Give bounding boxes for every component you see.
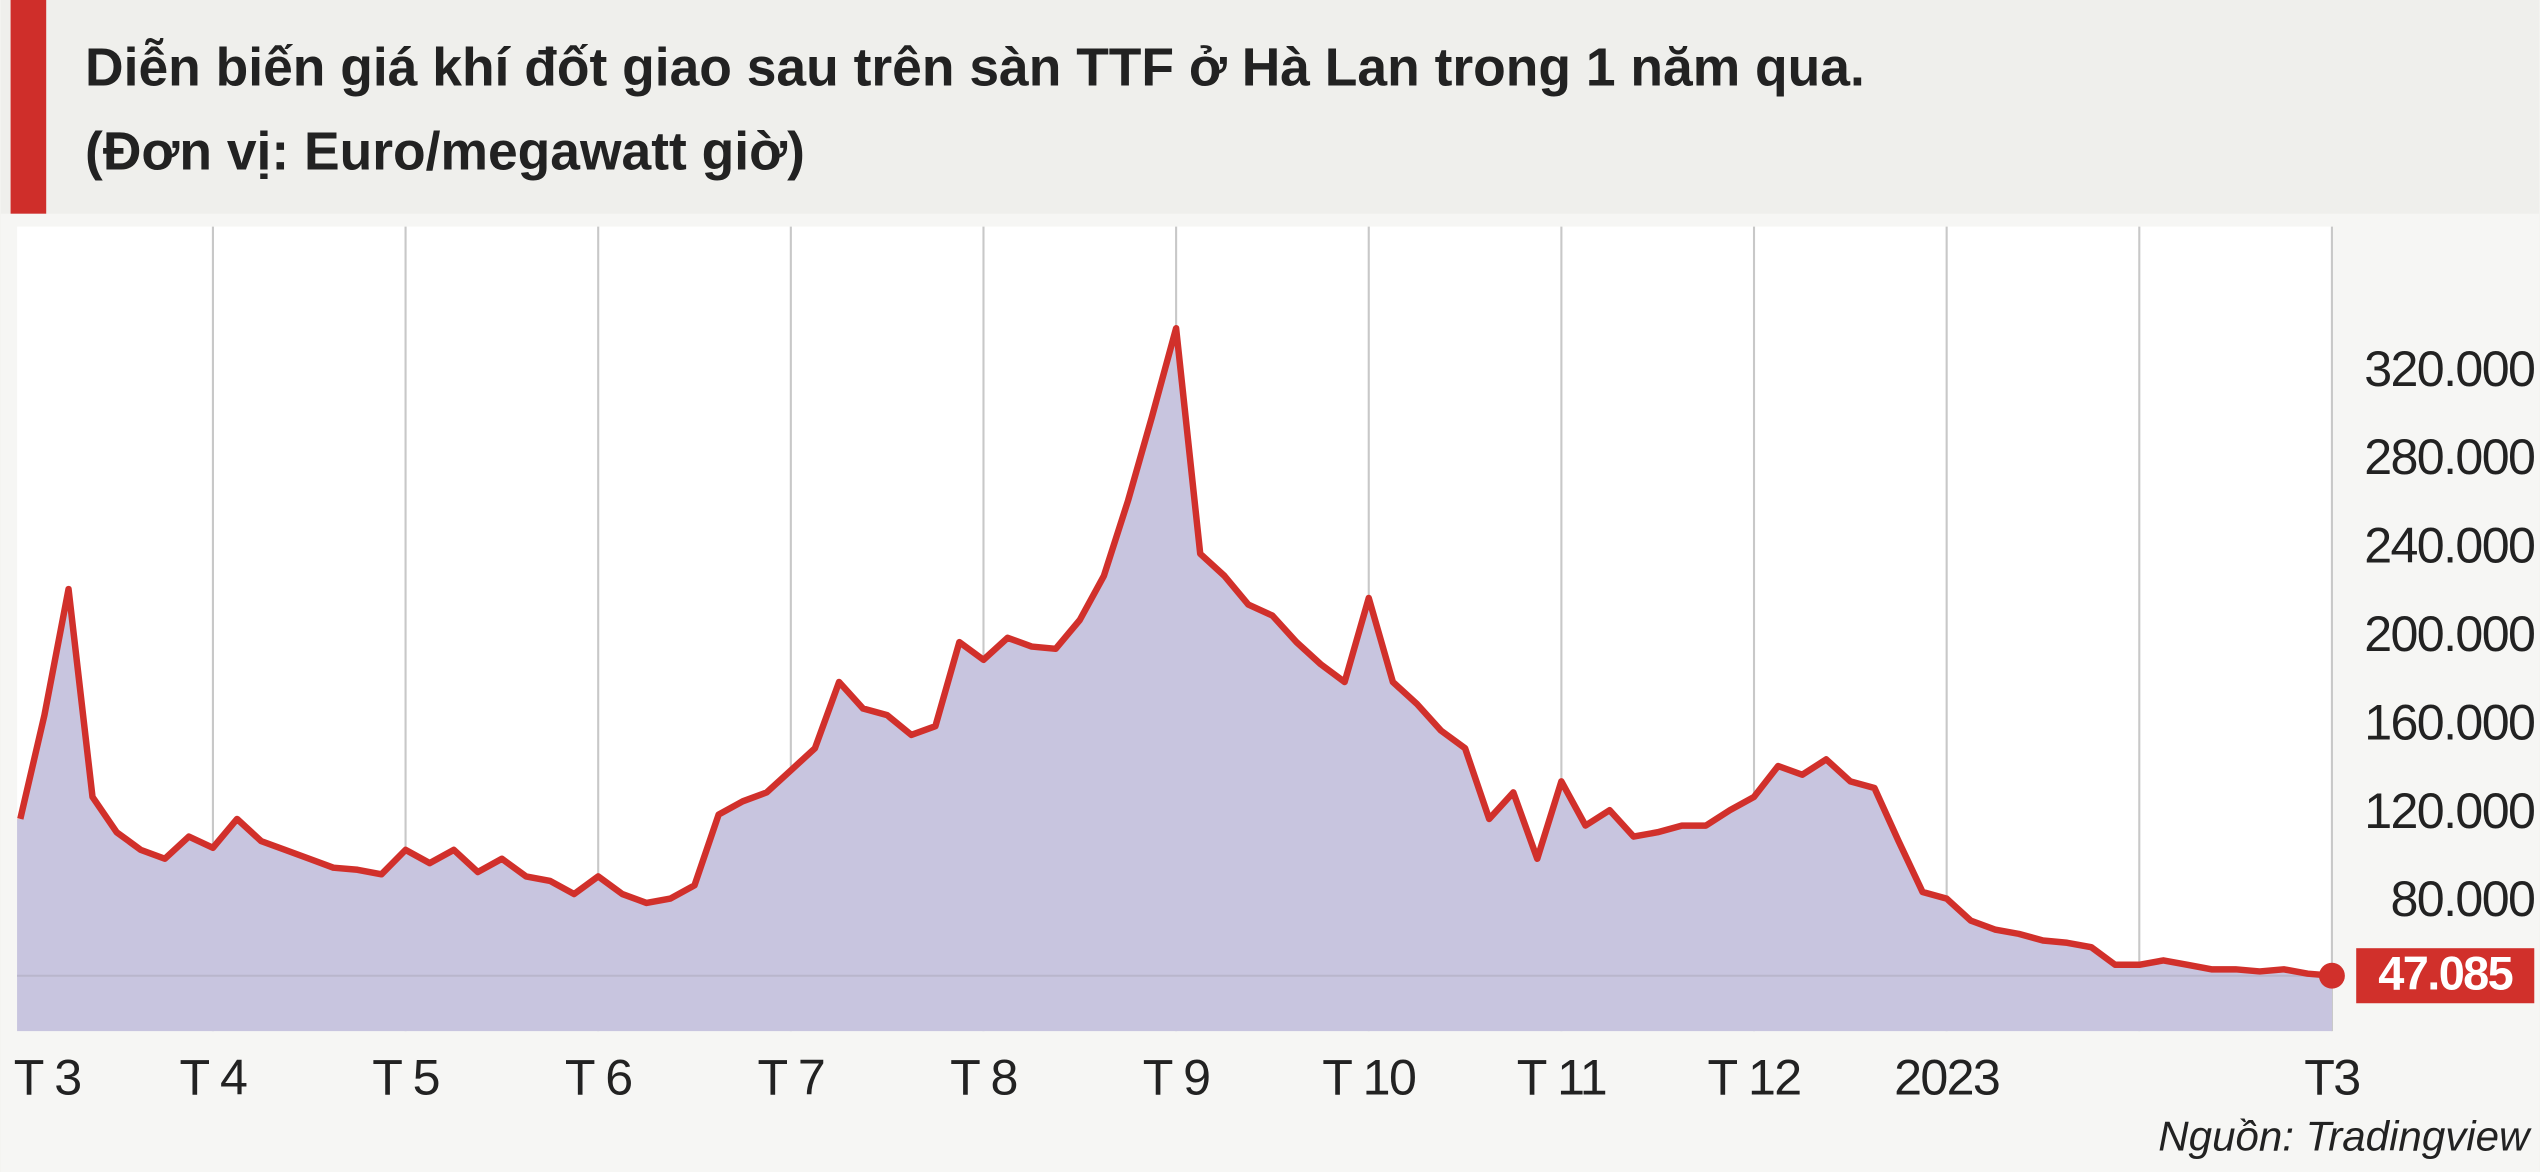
- y-tick-label: 320.000: [2364, 341, 2534, 397]
- y-tick-label: 120.000: [2364, 783, 2534, 839]
- y-tick-label: 80.000: [2391, 871, 2535, 927]
- x-tick-label: T 7: [757, 1050, 824, 1106]
- value-label: 47.085: [2378, 948, 2512, 1000]
- end-point: [2318, 962, 2345, 989]
- y-tick-label: 200.000: [2364, 606, 2534, 662]
- title-accent: [10, 0, 47, 214]
- chart-title: Diễn biến giá khí đốt giao sau trên sàn …: [85, 37, 1865, 97]
- value-label-box: [2356, 948, 2535, 1004]
- x-tick-label: T 4: [180, 1050, 247, 1106]
- x-tick-label: 2023: [1894, 1050, 1999, 1106]
- area: [17, 328, 2332, 1032]
- source: Nguồn: Tradingview: [2158, 1113, 2532, 1160]
- x-tick-label: T3: [2304, 1050, 2359, 1106]
- x-tick-label: T 8: [950, 1050, 1017, 1106]
- x-tick-label: T 3: [14, 1050, 81, 1106]
- header-band: [0, 0, 2540, 214]
- x-tick-label: T 6: [565, 1050, 632, 1106]
- x-tick-label: T 5: [372, 1050, 439, 1106]
- x-tick-label: T 10: [1322, 1050, 1415, 1106]
- y-tick-label: 160.000: [2364, 694, 2534, 750]
- line: [17, 325, 2333, 979]
- x-tick-label: T 9: [1143, 1050, 1210, 1106]
- chart-subtitle: (Đơn vị: Euro/megawatt giờ): [85, 123, 805, 182]
- y-tick-label: 280.000: [2364, 429, 2534, 485]
- x-tick-label: T 12: [1708, 1050, 1801, 1106]
- x-tick-label: T 11: [1517, 1050, 1606, 1106]
- y-tick-label: 240.000: [2364, 518, 2534, 574]
